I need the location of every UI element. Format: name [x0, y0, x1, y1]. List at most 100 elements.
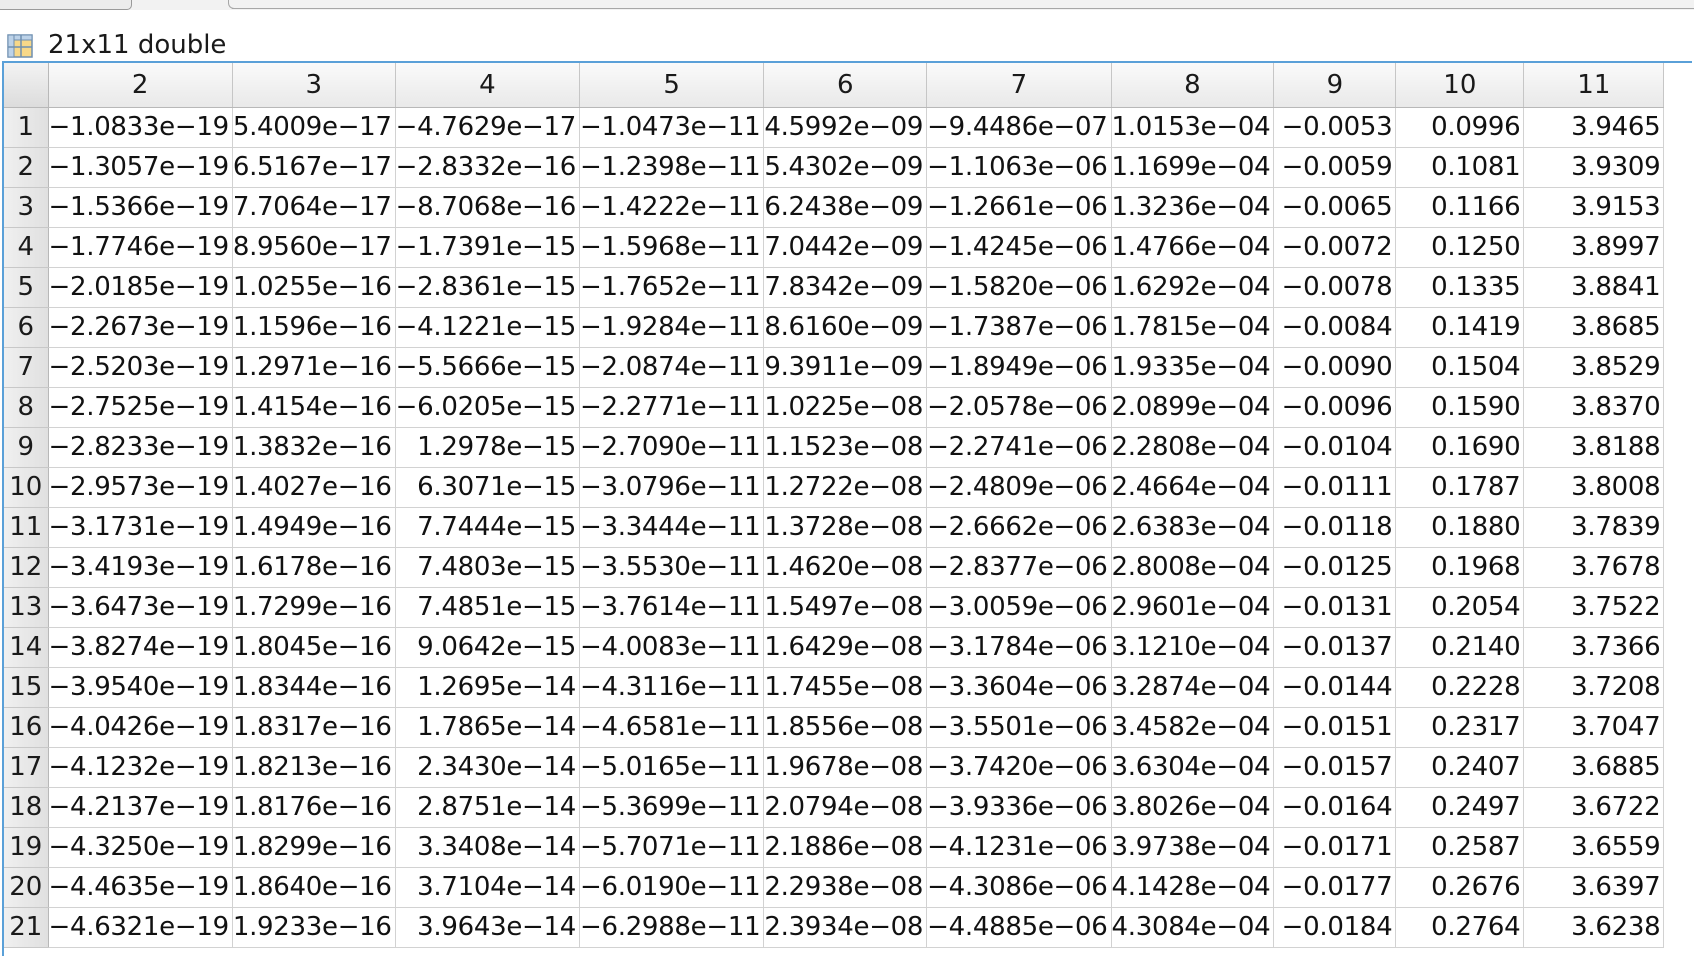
table-cell[interactable]: 1.8640e−16: [232, 867, 396, 908]
table-cell[interactable]: 3.8841: [1523, 267, 1665, 308]
table-cell[interactable]: −1.3057e−19: [48, 147, 233, 188]
table-cell[interactable]: 1.2978e−15: [395, 427, 581, 468]
table-cell[interactable]: 1.6429e−08: [763, 627, 928, 668]
table-cell[interactable]: −4.3250e−19: [48, 827, 233, 868]
column-header-10[interactable]: 10: [1395, 63, 1525, 108]
table-cell[interactable]: 7.7444e−15: [395, 507, 581, 548]
table-cell[interactable]: 3.9465: [1523, 107, 1665, 148]
table-cell[interactable]: 0.2054: [1395, 587, 1525, 628]
table-cell[interactable]: 1.9678e−08: [763, 747, 928, 788]
table-cell[interactable]: −0.0090: [1273, 347, 1397, 388]
table-cell[interactable]: 1.6178e−16: [232, 547, 396, 588]
table-cell[interactable]: 7.7064e−17: [232, 187, 396, 228]
table-cell[interactable]: −4.2137e−19: [48, 787, 233, 828]
table-cell[interactable]: −0.0144: [1273, 667, 1397, 708]
table-cell[interactable]: 1.2695e−14: [395, 667, 581, 708]
table-cell[interactable]: 7.8342e−09: [763, 267, 928, 308]
table-cell[interactable]: −0.0104: [1273, 427, 1397, 468]
table-cell[interactable]: 1.3832e−16: [232, 427, 396, 468]
row-header[interactable]: 17: [4, 747, 49, 788]
table-cell[interactable]: −2.8361e−15: [395, 267, 581, 308]
table-cell[interactable]: −5.7071e−11: [579, 827, 765, 868]
table-cell[interactable]: −2.6662e−06: [926, 507, 1112, 548]
table-cell[interactable]: −4.4885e−06: [926, 907, 1112, 948]
table-cell[interactable]: 3.8026e−04: [1111, 787, 1275, 828]
table-cell[interactable]: −4.6321e−19: [48, 907, 233, 948]
row-header[interactable]: 6: [4, 307, 49, 348]
table-cell[interactable]: 0.2228: [1395, 667, 1525, 708]
table-cell[interactable]: 0.2764: [1395, 907, 1525, 948]
table-cell[interactable]: 3.6885: [1523, 747, 1665, 788]
table-cell[interactable]: 0.2317: [1395, 707, 1525, 748]
table-cell[interactable]: 0.1968: [1395, 547, 1525, 588]
table-cell[interactable]: 2.8008e−04: [1111, 547, 1275, 588]
table-cell[interactable]: −1.8949e−06: [926, 347, 1112, 388]
table-cell[interactable]: −4.0426e−19: [48, 707, 233, 748]
table-cell[interactable]: 0.1787: [1395, 467, 1525, 508]
table-cell[interactable]: −0.0137: [1273, 627, 1397, 668]
table-cell[interactable]: 3.1210e−04: [1111, 627, 1275, 668]
table-cell[interactable]: 2.8751e−14: [395, 787, 581, 828]
table-cell[interactable]: −3.1784e−06: [926, 627, 1112, 668]
table-cell[interactable]: −1.5366e−19: [48, 187, 233, 228]
table-cell[interactable]: 3.8997: [1523, 227, 1665, 268]
row-header[interactable]: 14: [4, 627, 49, 668]
table-cell[interactable]: 3.7678: [1523, 547, 1665, 588]
table-cell[interactable]: 3.9738e−04: [1111, 827, 1275, 868]
table-cell[interactable]: 0.1250: [1395, 227, 1525, 268]
table-cell[interactable]: −6.2988e−11: [579, 907, 765, 948]
table-cell[interactable]: −0.0072: [1273, 227, 1397, 268]
table-cell[interactable]: 8.9560e−17: [232, 227, 396, 268]
table-cell[interactable]: −0.0059: [1273, 147, 1397, 188]
table-cell[interactable]: −4.3116e−11: [579, 667, 765, 708]
table-cell[interactable]: −1.7746e−19: [48, 227, 233, 268]
table-cell[interactable]: −0.0177: [1273, 867, 1397, 908]
table-cell[interactable]: −4.4635e−19: [48, 867, 233, 908]
table-cell[interactable]: −4.6581e−11: [579, 707, 765, 748]
row-header[interactable]: 13: [4, 587, 49, 628]
table-cell[interactable]: −0.0078: [1273, 267, 1397, 308]
table-cell[interactable]: 2.0794e−08: [763, 787, 928, 828]
table-cell[interactable]: 2.3430e−14: [395, 747, 581, 788]
table-cell[interactable]: 0.1335: [1395, 267, 1525, 308]
table-cell[interactable]: 1.1596e−16: [232, 307, 396, 348]
table-cell[interactable]: 0.1504: [1395, 347, 1525, 388]
table-cell[interactable]: 2.1886e−08: [763, 827, 928, 868]
table-cell[interactable]: −4.1221e−15: [395, 307, 581, 348]
table-cell[interactable]: 3.6722: [1523, 787, 1665, 828]
table-cell[interactable]: −0.0164: [1273, 787, 1397, 828]
table-cell[interactable]: 6.5167e−17: [232, 147, 396, 188]
table-cell[interactable]: −1.7391e−15: [395, 227, 581, 268]
table-cell[interactable]: 7.4803e−15: [395, 547, 581, 588]
table-cell[interactable]: 1.8213e−16: [232, 747, 396, 788]
table-cell[interactable]: 0.1081: [1395, 147, 1525, 188]
row-header[interactable]: 2: [4, 147, 49, 188]
table-cell[interactable]: 3.7104e−14: [395, 867, 581, 908]
table-cell[interactable]: −3.7420e−06: [926, 747, 1112, 788]
table-cell[interactable]: 9.3911e−09: [763, 347, 928, 388]
table-cell[interactable]: −2.8332e−16: [395, 147, 581, 188]
table-cell[interactable]: 3.7366: [1523, 627, 1665, 668]
row-header[interactable]: 9: [4, 427, 49, 468]
table-cell[interactable]: 1.8045e−16: [232, 627, 396, 668]
table-cell[interactable]: −0.0053: [1273, 107, 1397, 148]
table-cell[interactable]: 5.4302e−09: [763, 147, 928, 188]
table-cell[interactable]: −4.0083e−11: [579, 627, 765, 668]
table-cell[interactable]: 0.1590: [1395, 387, 1525, 428]
table-cell[interactable]: 3.6238: [1523, 907, 1665, 948]
table-cell[interactable]: 3.9309: [1523, 147, 1665, 188]
table-cell[interactable]: −2.8233e−19: [48, 427, 233, 468]
table-cell[interactable]: −3.3604e−06: [926, 667, 1112, 708]
table-cell[interactable]: 1.9233e−16: [232, 907, 396, 948]
row-header[interactable]: 1: [4, 107, 49, 148]
table-cell[interactable]: 3.9153: [1523, 187, 1665, 228]
table-cell[interactable]: −3.4193e−19: [48, 547, 233, 588]
row-header[interactable]: 11: [4, 507, 49, 548]
table-cell[interactable]: 3.8370: [1523, 387, 1665, 428]
table-cell[interactable]: −5.3699e−11: [579, 787, 765, 828]
table-cell[interactable]: −3.7614e−11: [579, 587, 765, 628]
table-cell[interactable]: 7.4851e−15: [395, 587, 581, 628]
table-cell[interactable]: 1.3236e−04: [1111, 187, 1275, 228]
table-cell[interactable]: −2.2741e−06: [926, 427, 1112, 468]
table-cell[interactable]: 4.1428e−04: [1111, 867, 1275, 908]
